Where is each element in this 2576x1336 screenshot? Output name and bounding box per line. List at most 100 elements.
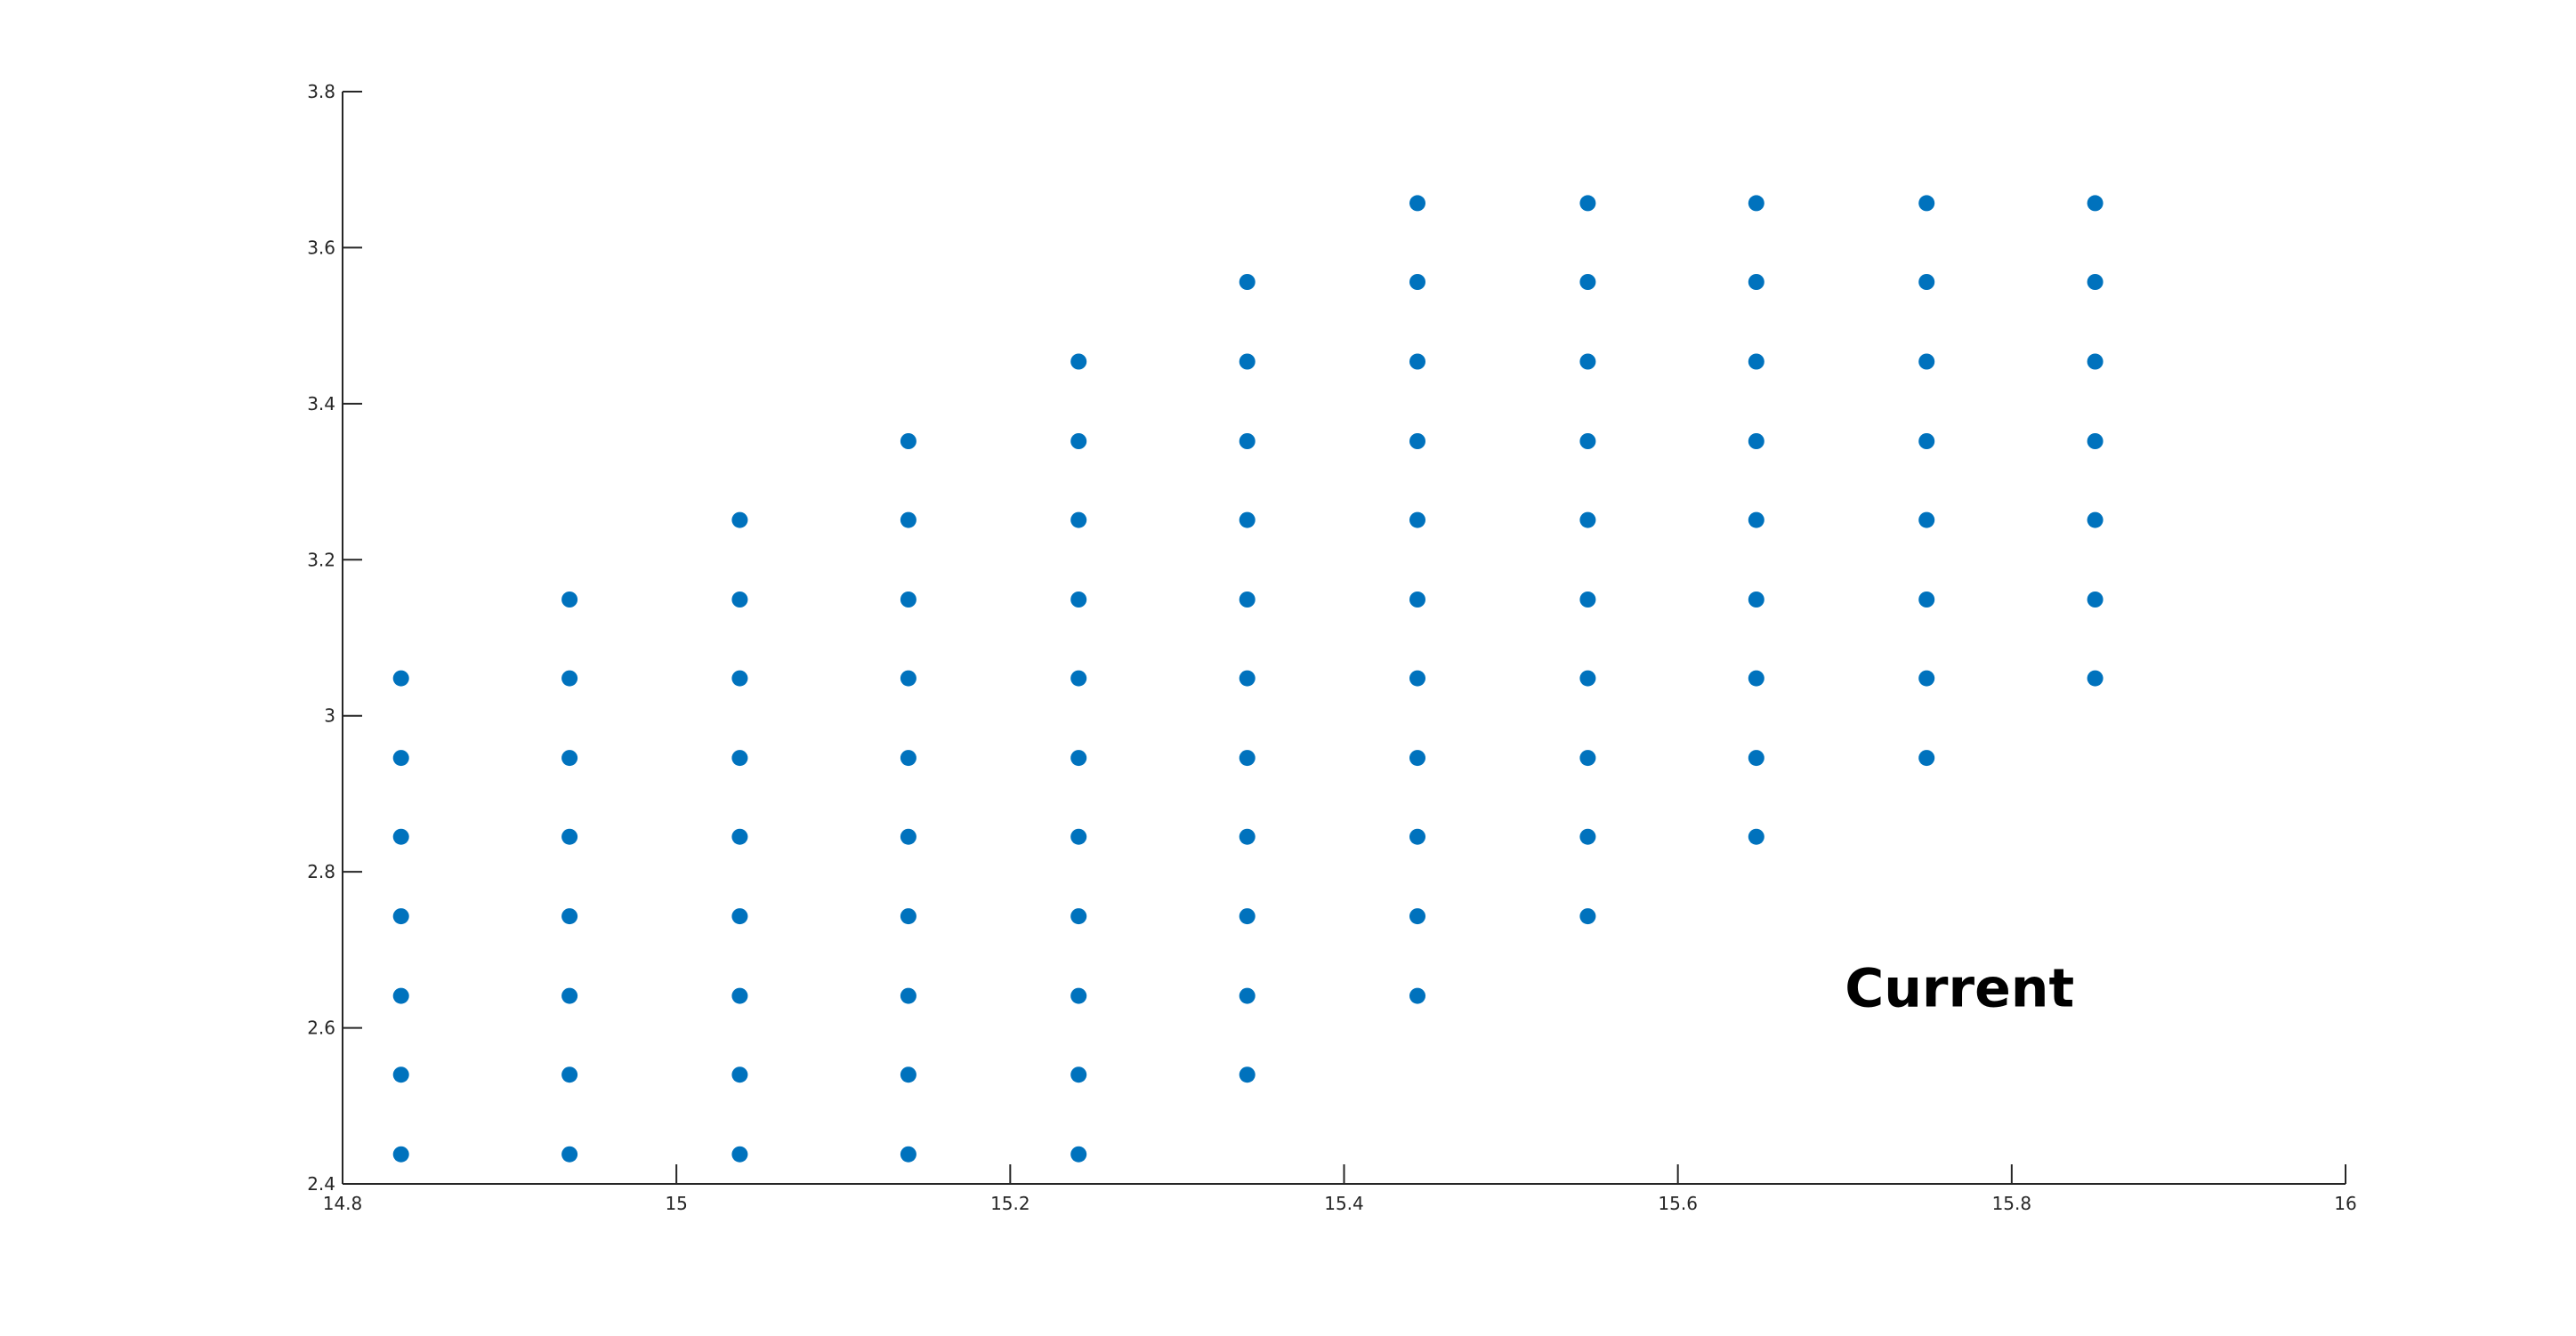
data-point	[1239, 908, 1256, 925]
x-tick-label: 15.8	[1992, 1193, 2032, 1214]
data-point	[2087, 195, 2104, 212]
data-point	[392, 1146, 409, 1163]
data-point	[1409, 433, 1425, 449]
y-tick-label: 2.8	[307, 861, 335, 882]
data-point	[900, 670, 917, 687]
data-point	[900, 592, 917, 608]
data-point	[900, 433, 917, 449]
data-point	[1070, 908, 1087, 925]
data-point	[561, 592, 578, 608]
data-point	[2087, 670, 2104, 687]
data-point	[2087, 592, 2104, 608]
data-point	[1748, 433, 1764, 449]
data-point	[1748, 750, 1764, 767]
data-point	[1918, 592, 1935, 608]
x-tick-label: 16	[2334, 1193, 2356, 1214]
data-point	[1579, 908, 1596, 925]
data-point	[1070, 353, 1087, 370]
data-point	[1409, 511, 1425, 528]
data-point	[2087, 511, 2104, 528]
data-point	[1579, 274, 1596, 290]
y-tick-label: 3.6	[307, 237, 335, 258]
data-point	[1579, 511, 1596, 528]
data-point	[1579, 433, 1596, 449]
data-point	[1579, 670, 1596, 687]
data-point	[1239, 670, 1256, 687]
x-tick-label: 15	[665, 1193, 687, 1214]
data-point	[731, 670, 748, 687]
data-point	[1918, 274, 1935, 290]
data-point	[392, 1066, 409, 1083]
data-point	[1918, 750, 1935, 767]
data-point	[392, 828, 409, 845]
data-point	[2087, 433, 2104, 449]
data-point	[1239, 511, 1256, 528]
data-point	[1239, 353, 1256, 370]
data-point	[561, 1146, 578, 1163]
data-point	[1579, 592, 1596, 608]
data-point	[731, 511, 748, 528]
data-point	[1409, 987, 1425, 1004]
data-point	[1918, 433, 1935, 449]
data-point	[1239, 987, 1256, 1004]
data-point	[900, 908, 917, 925]
data-point	[1239, 433, 1256, 449]
data-point	[1239, 274, 1256, 290]
data-point	[1579, 828, 1596, 845]
data-point	[1918, 353, 1935, 370]
data-point	[1579, 750, 1596, 767]
data-point	[1070, 828, 1087, 845]
data-point	[731, 828, 748, 845]
data-point	[1070, 670, 1087, 687]
data-point	[1070, 1066, 1087, 1083]
data-point	[1239, 1066, 1256, 1083]
data-point	[1409, 353, 1425, 370]
data-point	[731, 908, 748, 925]
data-point	[900, 511, 917, 528]
y-tick-label: 3.2	[307, 549, 335, 570]
data-point	[731, 1146, 748, 1163]
x-tick-label: 15.2	[990, 1193, 1030, 1214]
data-point	[1070, 987, 1087, 1004]
data-point	[561, 908, 578, 925]
data-point	[900, 1146, 917, 1163]
data-point	[1409, 750, 1425, 767]
data-point	[1748, 670, 1764, 687]
data-point	[1579, 195, 1596, 212]
data-point	[900, 1066, 917, 1083]
data-point	[1070, 433, 1087, 449]
data-point	[1748, 195, 1764, 212]
y-tick-label: 2.4	[307, 1173, 335, 1195]
data-point	[2087, 274, 2104, 290]
x-tick-label: 14.8	[323, 1193, 363, 1214]
data-point	[731, 987, 748, 1004]
data-point	[900, 987, 917, 1004]
data-point	[900, 828, 917, 845]
x-axis-ticks: 14.8 15 15.2 15.4 15.6 15.8 16	[323, 1164, 2357, 1214]
data-point	[392, 987, 409, 1004]
data-point	[731, 750, 748, 767]
data-point	[1748, 592, 1764, 608]
x-tick-label: 15.4	[1324, 1193, 1364, 1214]
y-tick-label: 3.4	[307, 393, 335, 414]
data-point	[1409, 592, 1425, 608]
y-axis-ticks: 2.4 2.6 2.8 3 3.2 3.4 3.6 3.8	[307, 81, 362, 1195]
axes	[342, 92, 2346, 1185]
scatter-points	[392, 195, 2104, 1163]
data-point	[1748, 828, 1764, 845]
data-point	[561, 750, 578, 767]
data-point	[1918, 511, 1935, 528]
data-point	[561, 670, 578, 687]
data-point	[1239, 750, 1256, 767]
data-point	[900, 750, 917, 767]
data-point	[1409, 908, 1425, 925]
data-point	[1409, 274, 1425, 290]
x-tick-label: 15.6	[1658, 1193, 1698, 1214]
data-point	[1409, 670, 1425, 687]
data-point	[1070, 750, 1087, 767]
data-point	[1918, 195, 1935, 212]
y-tick-label: 3.8	[307, 81, 335, 102]
data-point	[1070, 1146, 1087, 1163]
data-point	[1918, 670, 1935, 687]
